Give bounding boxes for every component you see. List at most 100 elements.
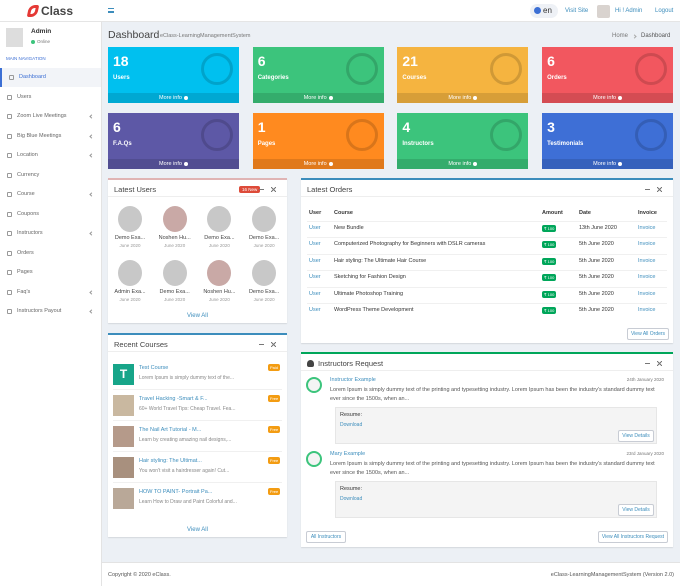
collapse-button[interactable] xyxy=(259,189,264,190)
close-button[interactable] xyxy=(657,361,662,366)
stat-label: Pages xyxy=(257,141,276,147)
nav-label: Instructors Payout xyxy=(17,308,62,314)
user-avatar xyxy=(597,5,610,18)
user-menu[interactable]: Hi ! Admin xyxy=(615,8,643,14)
nav-item[interactable]: Currency xyxy=(0,166,101,185)
row-divider xyxy=(113,451,282,452)
sidebar-avatar xyxy=(6,28,23,47)
nav-chevron xyxy=(89,192,94,197)
breadcrumb-home[interactable]: Home xyxy=(612,33,629,39)
stat-more[interactable]: More info xyxy=(542,93,674,103)
stat-more[interactable]: More info xyxy=(108,93,239,103)
invoice-link[interactable]: Invoice xyxy=(638,241,656,248)
user-link[interactable]: User xyxy=(309,241,321,248)
top-bar xyxy=(0,0,680,22)
nav-item[interactable]: Faq's xyxy=(0,283,101,302)
stat-more-icon xyxy=(328,95,333,100)
invoice-link[interactable]: Invoice xyxy=(638,257,656,264)
nav-icon xyxy=(7,133,12,139)
instructor-name[interactable]: Instructor Example xyxy=(330,377,376,383)
nav-item[interactable]: Pages xyxy=(0,263,101,282)
user-photo xyxy=(162,206,187,232)
stat-more[interactable]: More info xyxy=(108,159,239,169)
stat-more[interactable]: More info xyxy=(542,159,674,169)
user-photo xyxy=(118,206,142,232)
divider xyxy=(108,196,287,197)
user-link[interactable]: User xyxy=(309,290,321,297)
user-photo xyxy=(252,206,277,232)
nav-icon xyxy=(7,270,12,275)
row-divider xyxy=(307,253,667,255)
user-link[interactable]: User xyxy=(309,307,321,313)
nav-chevron xyxy=(89,309,94,314)
stat-more[interactable]: More info xyxy=(252,159,384,169)
course-title[interactable]: HOW TO PAINT- Portrait Pa... xyxy=(139,489,213,495)
amount-badge: ₹ 100 xyxy=(542,307,557,314)
view-details[interactable]: View Details xyxy=(618,504,654,516)
invoice-link[interactable]: Invoice xyxy=(638,274,656,281)
nav-item[interactable]: Big Blue Meetings xyxy=(0,127,101,146)
divider xyxy=(108,351,287,352)
view-details[interactable]: View Details xyxy=(618,430,654,442)
language-select[interactable]: en xyxy=(530,4,558,18)
download-link[interactable]: Download xyxy=(340,422,363,428)
invoice-link[interactable]: Invoice xyxy=(638,290,656,297)
view-all-orders[interactable]: View All Orders xyxy=(627,328,669,340)
nav-item[interactable]: Orders xyxy=(0,244,101,263)
nav-item[interactable]: Instructors xyxy=(0,224,101,243)
stat-more-label: More info xyxy=(159,161,182,167)
collapse-button[interactable] xyxy=(645,189,650,190)
user-link[interactable]: User xyxy=(309,225,321,231)
nav-icon xyxy=(7,172,12,178)
request-text: Lorem Ipsum is simply dummy text of the … xyxy=(330,387,655,402)
user-link[interactable]: User xyxy=(309,257,321,264)
course-title[interactable]: Test Course xyxy=(139,365,169,371)
amount-badge: ₹ 100 xyxy=(542,241,557,249)
stat-value: 6 xyxy=(547,53,555,69)
nav-item[interactable]: Instructors Payout xyxy=(0,302,101,321)
nav-item[interactable]: Zoom Live Meetings xyxy=(0,107,101,126)
menu-toggle[interactable] xyxy=(108,8,114,13)
view-all[interactable]: View All xyxy=(187,313,208,319)
course-badge: Free xyxy=(268,488,281,495)
course-title[interactable]: Hair styling: The Ultimat... xyxy=(139,458,202,464)
invoice-link[interactable]: Invoice xyxy=(638,307,656,313)
close-button[interactable] xyxy=(657,187,662,192)
stat-value: 4 xyxy=(402,119,411,135)
amount-badge: ₹ 100 xyxy=(542,225,557,232)
stat-more[interactable]: More info xyxy=(397,93,529,103)
nav-item[interactable]: Location xyxy=(0,146,101,165)
stat-more[interactable]: More info xyxy=(397,159,529,169)
view-all-requests[interactable]: View All Instructors Request xyxy=(598,531,668,543)
stat-more-label: More info xyxy=(448,161,472,167)
cell: 5th June 2020 xyxy=(579,290,614,297)
nav-icon xyxy=(7,153,12,158)
collapse-button[interactable] xyxy=(259,344,264,345)
course-thumb xyxy=(113,395,134,416)
user-date: June 2020 xyxy=(253,297,275,302)
user-link[interactable]: User xyxy=(309,274,321,281)
instructor-avatar xyxy=(306,451,322,467)
logout[interactable]: Logout xyxy=(655,8,674,14)
collapse-button[interactable] xyxy=(645,363,650,364)
stat-more-icon xyxy=(328,161,333,166)
nav-item[interactable]: Dashboard xyxy=(0,68,101,87)
download-link[interactable]: Download xyxy=(340,496,363,502)
stat-value: 1 xyxy=(257,119,266,135)
course-title[interactable]: The Nail Art Tutorial - M... xyxy=(139,427,202,433)
nav-item[interactable]: Users xyxy=(0,88,101,107)
nav-item[interactable]: Course xyxy=(0,185,101,204)
course-thumb xyxy=(113,426,134,447)
stat-more-icon xyxy=(618,95,623,100)
close-button[interactable] xyxy=(271,342,276,347)
invoice-link[interactable]: Invoice xyxy=(638,225,656,231)
visit-site[interactable]: Visit Site xyxy=(565,8,589,14)
view-all[interactable]: View All xyxy=(187,527,208,533)
panel: Recent Courses T Test Course Lorem Ipsum is… xyxy=(108,333,287,537)
course-title[interactable]: Travel Hacking -Smart & F... xyxy=(139,396,208,402)
close-button[interactable] xyxy=(271,187,276,192)
nav-item[interactable]: Coupons xyxy=(0,205,101,224)
all-instructors[interactable]: All Instructors xyxy=(306,531,346,543)
stat-more[interactable]: More info xyxy=(252,93,384,103)
instructor-name[interactable]: Mary Example xyxy=(330,451,366,457)
